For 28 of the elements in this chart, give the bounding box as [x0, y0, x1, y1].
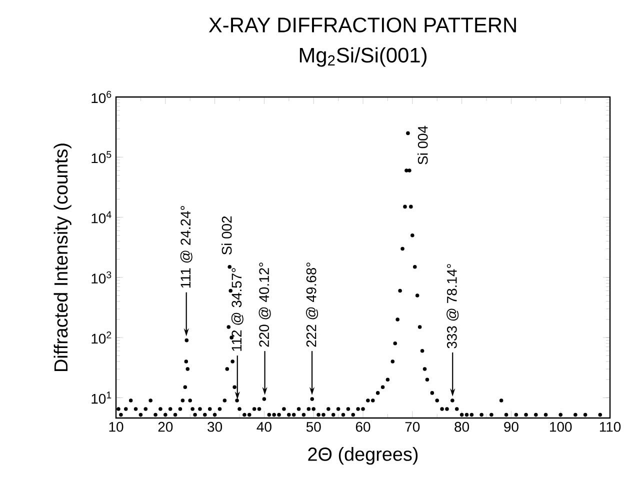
- x-tick-label: 50: [306, 422, 321, 432]
- x-tick-label: 40: [256, 422, 272, 432]
- y-tick-label: 10$^{2}$: [92, 331, 112, 344]
- annotation: 222 @ 49.68°: [306, 262, 318, 347]
- x-tick-label: 90: [504, 422, 518, 432]
- annotation: Si 002: [222, 216, 232, 255]
- x-tick-label: 20: [158, 422, 173, 432]
- annotation: Si 004: [418, 126, 428, 164]
- chart-title: X-RAY DIFFRACTION PATTERN: [208, 18, 516, 32]
- x-tick-label: 110: [600, 422, 621, 432]
- annotation: 112 @ 34.57°: [231, 268, 244, 351]
- annotation: 333 @ 78.14°: [446, 264, 459, 348]
- y-tick-label: 10$^{1}$: [92, 392, 112, 404]
- x-tick-label: 70: [405, 422, 420, 432]
- y-tick-label: 10$^{6}$: [92, 90, 112, 104]
- x-tick-label: 10: [109, 422, 124, 432]
- x-axis-title: 2Θ (degrees): [308, 447, 418, 465]
- x-tick-label: 30: [208, 422, 222, 432]
- x-tick-label: 100: [550, 422, 572, 432]
- annotation: 111 @ 24.24°: [180, 206, 192, 288]
- y-axis-title: Diffracted Intensity (counts): [54, 144, 72, 371]
- y-tick-label: 10$^{5}$: [92, 151, 112, 164]
- y-tick-label: 10$^{3}$: [92, 271, 112, 284]
- chart-subtitle: Mg$_{2}$Si/Si(001): [300, 47, 426, 67]
- annotation: 220 @ 40.12°: [258, 262, 271, 347]
- x-tick-label: 80: [454, 422, 470, 432]
- x-tick-label: 60: [356, 422, 370, 432]
- y-tick-label: 10$^{4}$: [92, 211, 112, 224]
